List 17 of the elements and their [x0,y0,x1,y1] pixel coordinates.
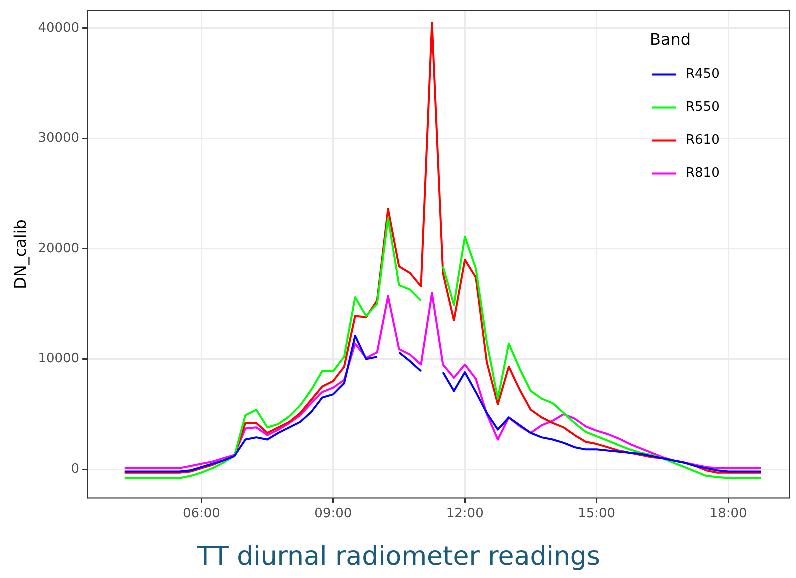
text: TT diurnal radiometer readings [196,542,600,572]
legend-label: R810 [686,166,720,182]
y-tick-label: 0 [71,462,80,477]
legend-label: R550 [686,100,720,116]
x-tick-label: 18:00 [710,506,748,522]
y-axis-title: DN_calib [10,220,30,290]
y-tick-label: 20000 [38,241,80,256]
y-tick-label: 10000 [38,352,80,367]
y-tick-label: 30000 [38,131,80,146]
x-tick-label: 09:00 [314,506,352,522]
legend-label: R450 [686,67,720,82]
x-tick-label: 12:00 [446,506,484,522]
y-tick-label: 40000 [38,20,80,36]
legend-label: R610 [686,133,720,148]
legend-title: Band [650,30,692,49]
x-tick-label: 15:00 [578,506,616,522]
x-tick-label: 06:00 [182,506,220,522]
